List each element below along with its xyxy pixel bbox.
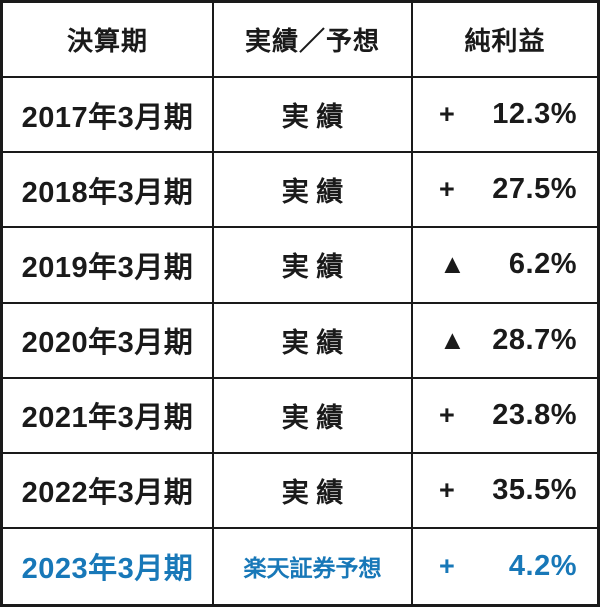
fiscal-period-cell: 2018年3月期 — [3, 153, 214, 227]
net-profit-sign: + — [439, 550, 455, 581]
fiscal-period-cell: 2019年3月期 — [3, 228, 214, 302]
result-type-cell: 実 績 — [214, 78, 413, 152]
net-profit-cell: ▲ 28.7% — [413, 304, 597, 377]
net-profit-cell: + 23.8% — [413, 379, 597, 452]
fiscal-period-cell: 2023年3月期 — [3, 528, 214, 604]
header-net-profit: 純利益 — [464, 26, 546, 57]
net-profit-sign: + — [439, 99, 455, 130]
result-type-cell: 実 績 — [214, 378, 413, 452]
net-profit-value: 27.5% — [492, 173, 577, 206]
table-row: 2019年3月期 実 績 ▲ 6.2% — [3, 228, 597, 304]
header-fiscal-period: 決算期 — [3, 3, 214, 77]
table-header-row: 決算期 実績／予想 純利益 — [3, 3, 597, 79]
net-profit-value: 4.2% — [508, 549, 577, 582]
net-profit-sign: + — [439, 174, 455, 205]
result-type-cell: 実 績 — [214, 303, 413, 377]
net-profit-value: 35.5% — [492, 473, 577, 506]
fiscal-period-cell: 2017年3月期 — [3, 78, 214, 152]
net-profit-cell: + 35.5% — [413, 454, 597, 527]
net-profit-sign: ▲ — [439, 249, 466, 280]
net-profit-value: 23.8% — [492, 398, 577, 431]
header-actual-forecast: 実績／予想 — [214, 3, 413, 77]
net-profit-sign: + — [439, 474, 455, 505]
fiscal-period-cell: 2021年3月期 — [3, 378, 214, 452]
net-profit-sign: + — [439, 399, 455, 430]
net-profit-value: 12.3% — [492, 98, 577, 131]
fiscal-period-cell: 2020年3月期 — [3, 303, 214, 377]
net-profit-cell: + 12.3% — [413, 78, 597, 151]
net-profit-cell: ▲ 6.2% — [413, 228, 597, 301]
net-profit-value: 6.2% — [508, 248, 577, 281]
net-profit-value: 28.7% — [492, 323, 577, 356]
net-profit-sign: ▲ — [439, 324, 466, 355]
result-type-cell: 楽天証券予想 — [214, 528, 413, 604]
result-type-cell: 実 績 — [214, 153, 413, 227]
table-row: 2022年3月期 実 績 + 35.5% — [3, 453, 597, 529]
net-profit-cell: + 27.5% — [413, 153, 597, 226]
table-row-forecast: 2023年3月期 楽天証券予想 + 4.2% — [3, 528, 597, 604]
result-type-cell: 実 績 — [214, 453, 413, 527]
result-type-cell: 実 績 — [214, 228, 413, 302]
fiscal-period-cell: 2022年3月期 — [3, 453, 214, 527]
table-row: 2018年3月期 実 績 + 27.5% — [3, 153, 597, 229]
table-row: 2017年3月期 実 績 + 12.3% — [3, 78, 597, 154]
table-row: 2021年3月期 実 績 + 23.8% — [3, 378, 597, 454]
table-row: 2020年3月期 実 績 ▲ 28.7% — [3, 303, 597, 379]
net-profit-cell: + 4.2% — [413, 529, 597, 604]
